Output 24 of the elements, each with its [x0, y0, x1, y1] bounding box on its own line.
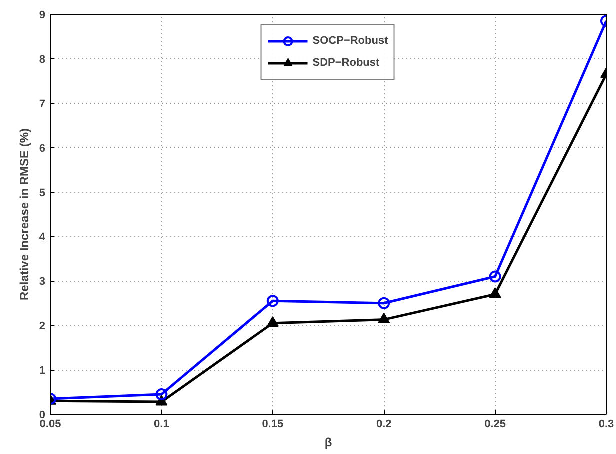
point [266, 295, 279, 308]
y-tick-label: 4 [39, 232, 46, 244]
y-tick-label: 7 [39, 98, 46, 110]
y-tick-label: 6 [39, 142, 46, 155]
legend-label: SDP−Robust [312, 57, 380, 69]
legend-label: SOCP−Robust [312, 35, 388, 47]
y-tick-label: 2 [39, 320, 46, 333]
y-tick-label: 9 [39, 10, 46, 22]
x-tick-label: 0.1 [154, 418, 170, 430]
x-tick-label: 0.15 [262, 418, 284, 430]
y-tick-label: 5 [39, 187, 46, 200]
point [266, 316, 279, 328]
point [378, 312, 390, 324]
x-tick-label: 0.3 [598, 418, 614, 430]
y-tick-label: 1 [39, 365, 46, 378]
x-axis-title: β [324, 436, 332, 450]
x-tick-label: 0.05 [40, 418, 62, 430]
y-tick-label: 0 [39, 410, 46, 422]
point [378, 297, 390, 310]
y-tick-label: 3 [39, 276, 46, 288]
y-tick-label: 8 [39, 54, 46, 66]
y-axis-title: Relative Increase in RMSE (%) [17, 128, 32, 301]
x-tick-label: 0.2 [376, 418, 392, 430]
x-tick-label: 0.25 [484, 418, 506, 430]
